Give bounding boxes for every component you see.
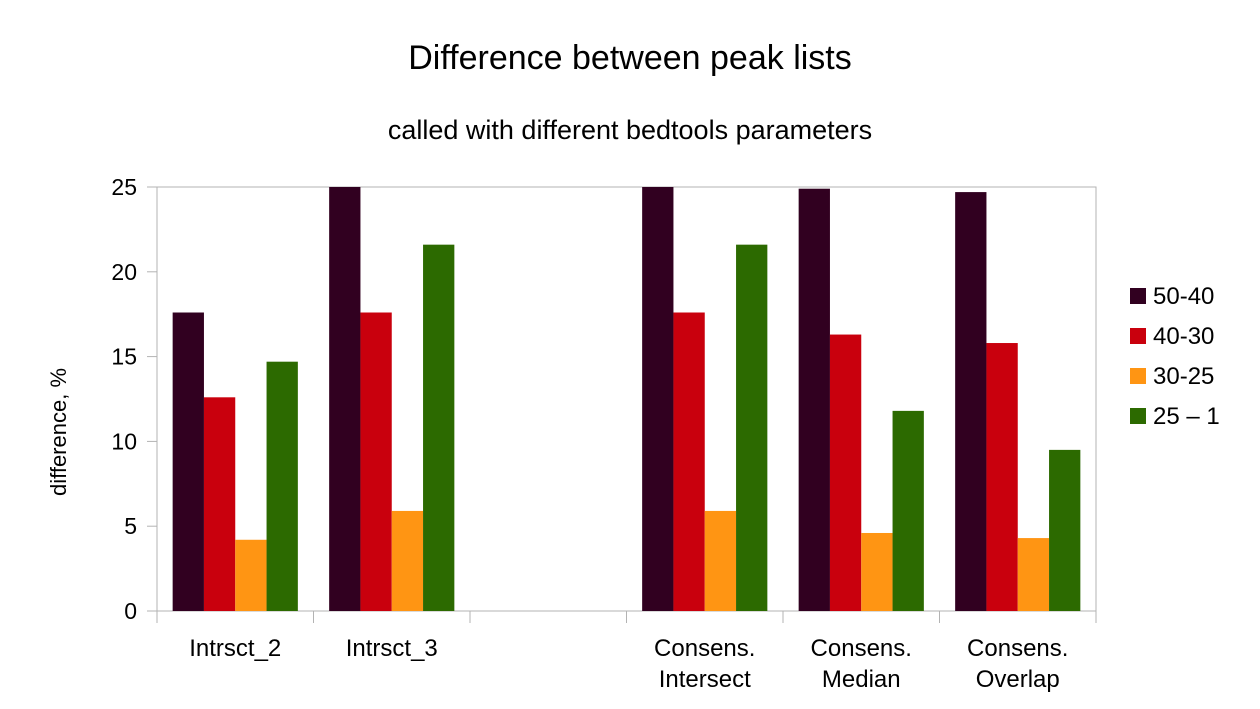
y-tick-label: 10	[111, 428, 137, 454]
bar	[266, 361, 298, 611]
legend-label: 40-30	[1153, 323, 1214, 350]
chart-title: Difference between peak lists	[408, 39, 852, 77]
bar	[704, 510, 737, 611]
legend-swatch	[1130, 368, 1146, 384]
bar	[798, 188, 830, 612]
bar	[736, 244, 768, 611]
bar	[360, 312, 392, 611]
bar	[423, 244, 455, 611]
bar	[329, 187, 361, 611]
chart-subtitle: called with different bedtools parameter…	[388, 115, 872, 145]
bar	[829, 334, 862, 611]
legend-swatch	[1130, 288, 1146, 304]
x-category-label: Overlap	[976, 666, 1060, 693]
y-tick-label: 25	[111, 174, 137, 200]
legend-swatch	[1130, 408, 1146, 424]
bar	[1049, 449, 1081, 611]
legend-swatch	[1130, 328, 1146, 344]
bar	[892, 410, 924, 611]
bar	[391, 510, 424, 611]
legend-label: 25 – 1	[1153, 403, 1220, 430]
x-category-label: Consens.	[811, 635, 912, 662]
bar	[955, 192, 987, 611]
bar	[986, 343, 1018, 611]
bars-group	[172, 187, 1081, 612]
bar	[203, 397, 236, 611]
legend-label: 30-25	[1153, 363, 1214, 390]
legend: 50-40 40-30 30-25 25 – 1	[1130, 283, 1220, 430]
y-tick-label: 0	[124, 598, 137, 624]
bar	[1017, 538, 1050, 611]
bar	[861, 532, 893, 611]
y-axis-label: difference, %	[46, 368, 71, 496]
bar	[235, 539, 267, 611]
bar	[642, 187, 674, 611]
x-category-label: Intrsct_3	[346, 635, 438, 662]
y-tick-label: 15	[111, 344, 137, 370]
bar	[172, 312, 204, 611]
x-category-label: Intersect	[659, 666, 751, 693]
legend-label: 50-40	[1153, 283, 1214, 310]
x-category-label: Median	[822, 666, 901, 693]
bar	[673, 312, 705, 611]
axes-group: 0 5 10 15 20 25 Intrsct_2 Intrsct_3 Consens. Inte…	[111, 174, 1097, 693]
x-category-label: Consens.	[654, 635, 755, 662]
x-category-label: Consens.	[967, 635, 1068, 662]
y-tick-label: 20	[111, 259, 137, 285]
x-category-label: Intrsct_2	[189, 635, 281, 662]
y-tick-label: 5	[124, 513, 137, 539]
